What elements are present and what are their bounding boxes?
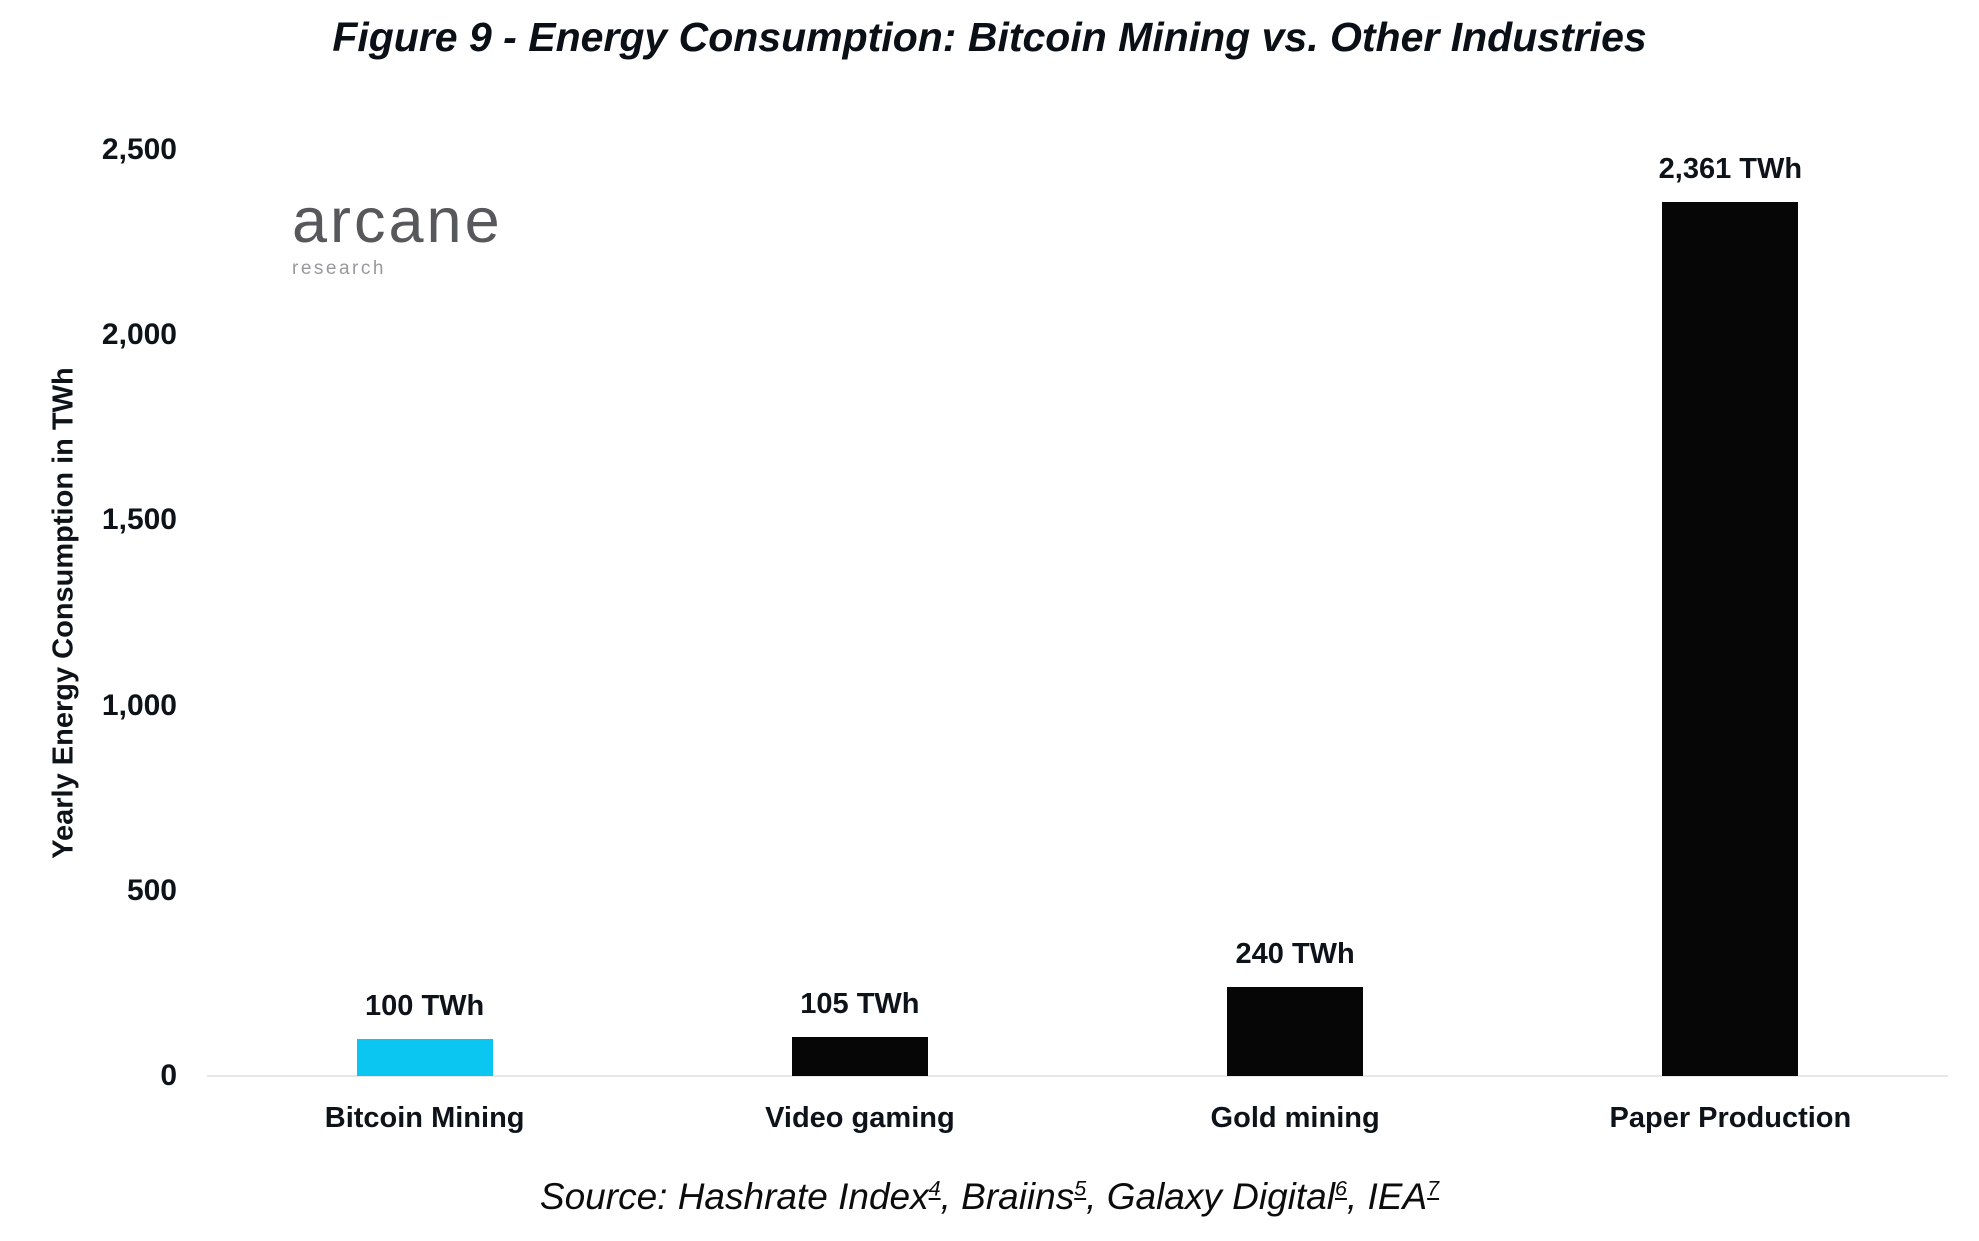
x-axis-baseline <box>207 1075 1948 1077</box>
y-tick-label-500: 500 <box>126 873 177 907</box>
bar-slot-paper-production: 2,361 TWh Paper Production <box>1513 150 1948 1135</box>
source-text-segment: , Braiins <box>940 1176 1075 1217</box>
category-label-paper-production: Paper Production <box>1609 1102 1852 1134</box>
bar-value-label-paper-production: 2,361 TWh <box>1658 152 1803 185</box>
bar-slot-video-gaming: 105 TWh Video gaming <box>642 150 1077 1134</box>
y-tick-label-2500: 2,500 <box>101 133 177 166</box>
arcane-logo: arcane research <box>292 190 503 280</box>
footnote-ref-7[interactable]: 7 <box>1427 1176 1440 1201</box>
bar-paper-production <box>1662 201 1799 1076</box>
bar-slot-gold-mining: 240 TWh Gold mining <box>1078 150 1513 1134</box>
source-note: Source: Hashrate Index4, Braiins5, Galax… <box>0 1176 1979 1218</box>
y-axis-title: Yearly Energy Consumption in TWh <box>47 367 80 859</box>
bar-value-label-video-gaming: 105 TWh <box>800 988 920 1021</box>
category-label-gold-mining: Gold mining <box>1210 1102 1380 1134</box>
y-tick-label-1000: 1,000 <box>101 688 177 722</box>
plot-area: 0 500 1,000 1,500 2,000 2,500 100 TWh Bitcoin … <box>102 133 1948 1135</box>
category-label-video-gaming: Video gaming <box>765 1102 955 1134</box>
footnote-ref-4[interactable]: 4 <box>928 1176 941 1201</box>
y-tick-label-2000: 2,000 <box>101 318 177 352</box>
source-text-segment: , IEA <box>1346 1176 1428 1217</box>
bar-value-label-bitcoin-mining: 100 TWh <box>365 989 485 1022</box>
bar-value-label-gold-mining: 240 TWh <box>1235 938 1355 971</box>
footnote-ref-6[interactable]: 6 <box>1334 1176 1347 1201</box>
source-text-segment: , Galaxy Digital <box>1086 1176 1335 1217</box>
bar-gold-mining <box>1227 987 1364 1076</box>
source-text-segment: Source: Hashrate Index <box>539 1176 929 1217</box>
y-tick-label-1500: 1,500 <box>101 503 177 537</box>
y-tick-label-0: 0 <box>160 1059 177 1092</box>
footnote-ref-5[interactable]: 5 <box>1074 1176 1087 1201</box>
bar-slot-bitcoin-mining: 100 TWh Bitcoin Mining <box>207 150 642 1134</box>
bar-bitcoin-mining <box>356 1038 493 1076</box>
chart-title: Figure 9 - Energy Consumption: Bitcoin M… <box>332 14 1647 60</box>
bar-video-gaming <box>791 1037 928 1076</box>
logo-wordmark: arcane <box>292 186 503 256</box>
logo-subtitle: research <box>292 258 386 279</box>
category-label-bitcoin-mining: Bitcoin Mining <box>324 1102 525 1134</box>
